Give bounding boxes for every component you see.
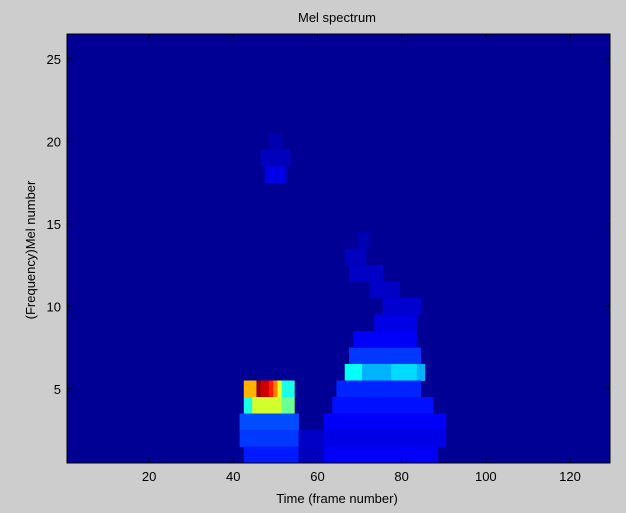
heatmap-cell	[344, 364, 363, 381]
heatmap-cell	[243, 397, 253, 414]
heatmap-cell	[357, 232, 371, 249]
heatmap-cell	[370, 281, 400, 299]
x-tick-label: 60	[310, 469, 324, 484]
heatmap-cell	[243, 446, 304, 464]
x-tick-label: 40	[226, 469, 240, 484]
y-axis-label: (Frequency)Mel number	[23, 180, 38, 319]
axes-frame	[66, 33, 611, 464]
heatmap-cell	[264, 166, 287, 183]
heatmap-cell	[239, 413, 299, 431]
heatmap-cell	[243, 380, 257, 398]
heatmap-cell	[269, 380, 274, 398]
heatmap-cell	[239, 430, 304, 447]
heatmap-cell	[391, 364, 417, 381]
x-tick-label: 120	[559, 469, 581, 484]
heatmap-cell	[336, 380, 421, 398]
plot-area: 20 40 60 80 100 120 5 10 15 20 25	[47, 33, 611, 484]
chart-title: Mel spectrum	[298, 10, 376, 25]
heatmap-cell	[323, 430, 447, 447]
y-tick-label: 25	[47, 52, 61, 67]
heatmap-cell	[281, 380, 295, 398]
heatmap-cell	[252, 397, 283, 414]
heatmap-cell	[382, 298, 421, 315]
y-tick-label: 5	[54, 382, 61, 397]
heatmap-cell	[298, 430, 329, 447]
heatmap-cell	[277, 380, 283, 398]
x-axis-label: Time (frame number)	[276, 491, 398, 506]
heatmap-cell	[332, 397, 434, 414]
y-tick-label: 15	[47, 217, 61, 232]
x-tick-label: 100	[475, 469, 497, 484]
heatmap-cell	[273, 380, 278, 398]
heatmap-cell	[281, 397, 295, 414]
heatmap-cell	[323, 413, 447, 431]
y-tick-label: 20	[47, 134, 61, 149]
heatmap-cell	[344, 248, 367, 266]
heatmap-cell	[323, 446, 438, 464]
y-tick-label: 10	[47, 299, 61, 314]
x-tick-label: 20	[142, 469, 156, 484]
heatmap-cell	[349, 347, 421, 365]
heatmap-cell	[298, 446, 329, 464]
heatmap-cell	[256, 380, 262, 398]
x-tick-label: 80	[394, 469, 408, 484]
heatmap-cell	[349, 265, 384, 282]
heatmap-cell	[269, 133, 283, 150]
heatmap-cell	[353, 331, 417, 348]
heatmap-cell	[260, 380, 270, 398]
heatmap-cell	[374, 314, 417, 332]
heatmap-cell	[260, 149, 291, 167]
